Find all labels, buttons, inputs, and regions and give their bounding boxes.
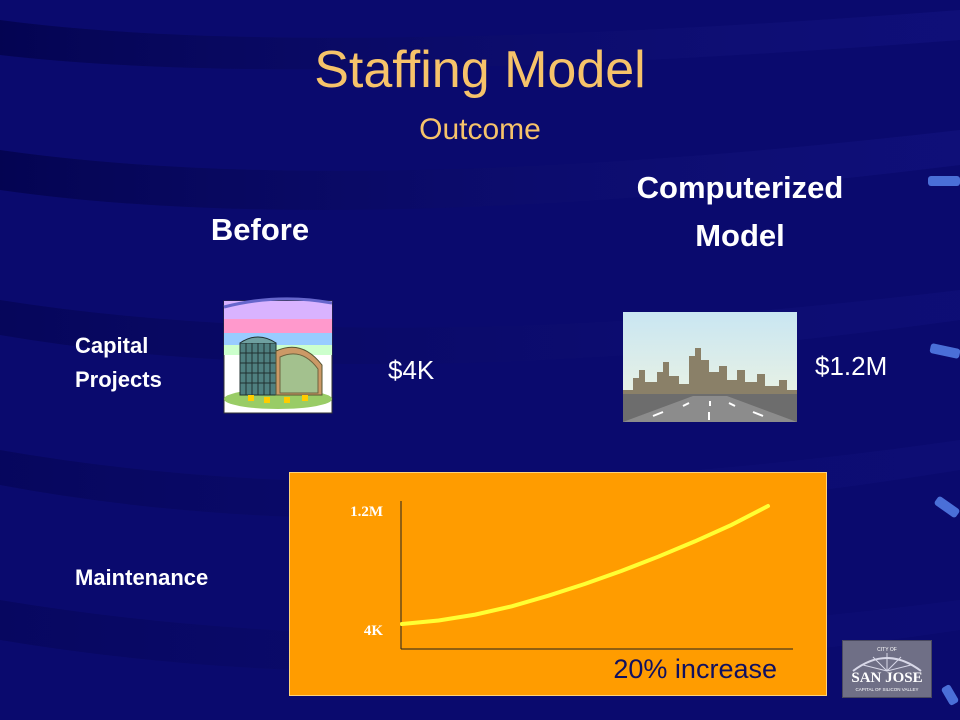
- chart-footer-text: 20% increase: [613, 654, 777, 684]
- row-label-line1: Capital: [75, 333, 149, 358]
- y-tick-label-top: 1.2M: [350, 504, 383, 520]
- column-header-before: Before: [210, 212, 310, 247]
- logo-name: SAN JOSE: [851, 670, 922, 686]
- slide-title: Staffing Model: [314, 41, 646, 99]
- city-highway-clipart-icon: [623, 312, 797, 422]
- maintenance-chart-panel: 1.2M 4K: [289, 472, 827, 696]
- logo-tagline: CAPITAL OF SILICON VALLEY: [856, 687, 919, 692]
- growth-curve: [400, 504, 770, 626]
- column-header-line1: Computerized: [636, 170, 844, 205]
- slide-subtitle: Outcome: [419, 113, 541, 146]
- capital-before-value: $4K: [388, 355, 435, 385]
- maintenance-chart: 1.2M 4K: [350, 501, 793, 650]
- row-label-maintenance: Maintenance: [75, 565, 209, 590]
- y-tick-label-bottom: 4K: [364, 623, 384, 639]
- city-logo: CITY OF SAN JOSE CAPITAL OF SILICON VALL…: [842, 640, 932, 698]
- city-seal-icon: CITY OF SAN JOSE CAPITAL OF SILICON VALL…: [851, 647, 922, 692]
- column-header-line2: Model: [695, 218, 785, 253]
- row-label-line2: Projects: [75, 367, 162, 392]
- column-header-computerized: Computerized Model: [600, 168, 880, 256]
- building-clipart-icon: [223, 297, 333, 414]
- logo-line-top: CITY OF: [877, 647, 897, 653]
- row-label-capital-projects: Capital Projects: [75, 329, 162, 397]
- capital-after-value: $1.2M: [815, 351, 888, 381]
